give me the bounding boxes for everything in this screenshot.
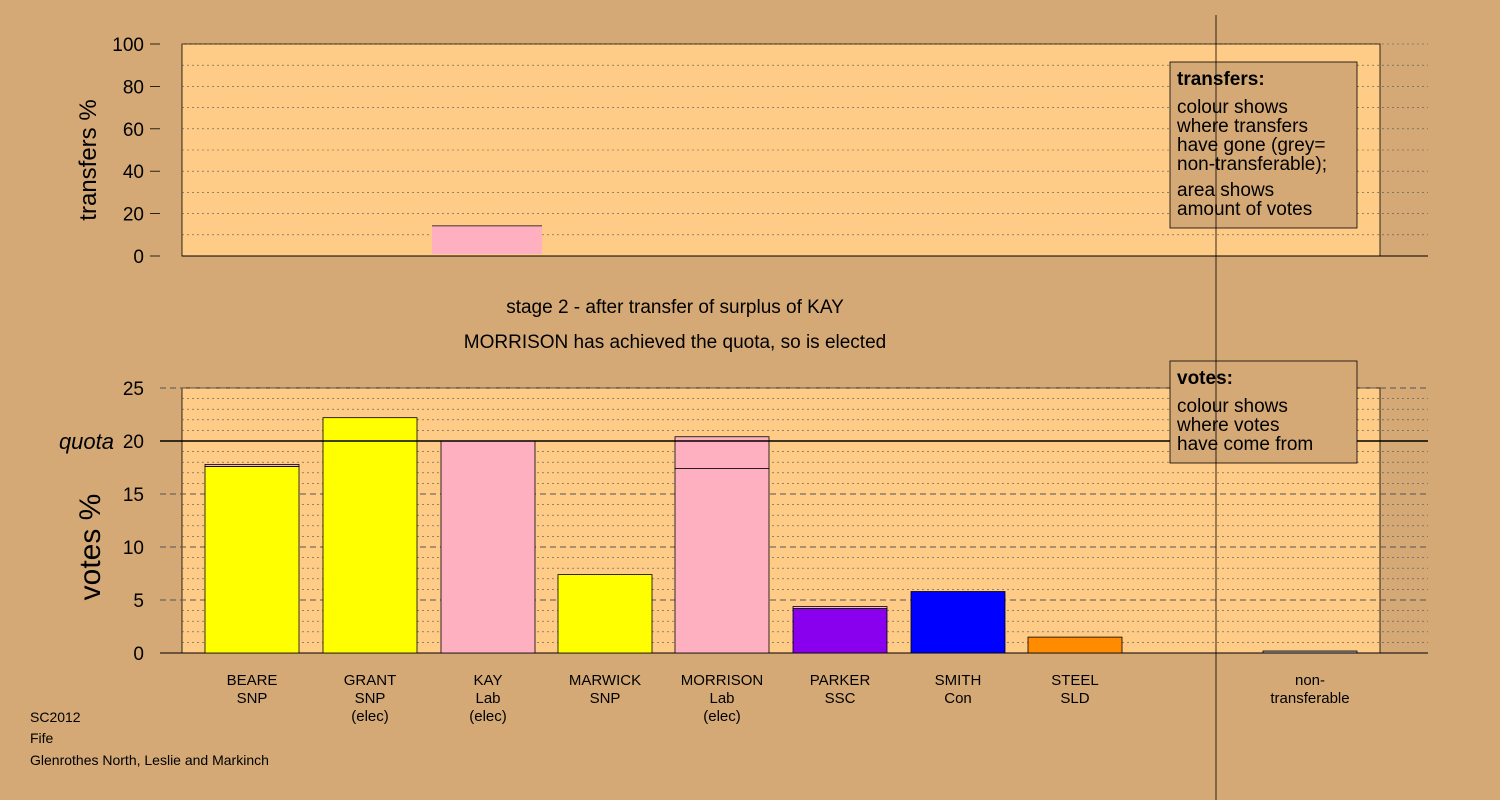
transfers-tick-label: 20 bbox=[123, 205, 144, 226]
transfers-legend-line: amount of votes bbox=[1177, 199, 1312, 220]
vote-bar bbox=[322, 417, 418, 654]
candidate-label: (elec) bbox=[351, 708, 389, 725]
candidate-label: Lab bbox=[709, 690, 734, 707]
votes-tick-label: 15 bbox=[123, 485, 144, 506]
transfers-panel: 0 20 40 60 80 100 transfers % transfers: colo… bbox=[75, 35, 1428, 268]
votes-tick-label: 20 bbox=[123, 432, 144, 453]
footer-council: Fife bbox=[30, 730, 54, 746]
transfers-y-ticks: 0 20 40 60 80 100 bbox=[112, 35, 160, 268]
candidate-label: GRANT bbox=[344, 672, 397, 689]
candidate-label: PARKER bbox=[810, 672, 871, 689]
candidate-label: MORRISON bbox=[681, 672, 764, 689]
candidate-label: MARWICK bbox=[569, 672, 641, 689]
vote-bar-transfer bbox=[204, 464, 300, 467]
votes-legend: votes: colour shows where votes have com… bbox=[1169, 360, 1358, 464]
transfers-bars bbox=[432, 225, 542, 254]
votes-bars bbox=[204, 417, 1358, 654]
vote-bar bbox=[910, 591, 1006, 654]
transfers-tick-label: 80 bbox=[123, 77, 144, 98]
footer-ward: Glenrothes North, Leslie and Markinch bbox=[30, 752, 269, 768]
candidate-label: SNP bbox=[355, 690, 386, 707]
transfers-tick-label: 100 bbox=[112, 35, 144, 56]
votes-legend-line: have come from bbox=[1177, 434, 1313, 455]
candidate-label: SNP bbox=[237, 690, 268, 707]
votes-tick-label: 5 bbox=[133, 591, 144, 612]
votes-tick-label: 0 bbox=[133, 644, 144, 665]
vote-bar bbox=[1027, 636, 1123, 654]
candidate-label: Lab bbox=[475, 690, 500, 707]
transfers-legend: transfers: colour shows where transfers … bbox=[1169, 61, 1358, 229]
votes-y-axis-label: votes % bbox=[74, 494, 107, 601]
transfers-legend-line: have gone (grey= bbox=[1177, 135, 1325, 156]
votes-tick-label: 10 bbox=[123, 538, 144, 559]
transfers-tick-label: 40 bbox=[123, 162, 144, 183]
candidate-label: SSC bbox=[825, 690, 856, 707]
transfers-tick-label: 60 bbox=[123, 120, 144, 141]
votes-tick-label: 25 bbox=[123, 379, 144, 400]
candidate-label: SLD bbox=[1060, 690, 1089, 707]
transfers-legend-line: non-transferable); bbox=[1177, 154, 1327, 175]
votes-legend-box bbox=[1169, 360, 1358, 464]
candidate-label: (elec) bbox=[703, 708, 741, 725]
nontransferable-label: transferable bbox=[1270, 690, 1349, 707]
transfers-legend-box bbox=[1169, 61, 1358, 229]
vote-bar-transfer bbox=[792, 606, 888, 609]
votes-legend-title: votes: bbox=[1177, 368, 1233, 389]
stage-title: stage 2 - after transfer of surplus of K… bbox=[506, 297, 844, 318]
transfers-y-axis-label: transfers % bbox=[75, 99, 102, 220]
status-text: MORRISON has achieved the quota, so is e… bbox=[464, 332, 886, 353]
transfers-legend-line: where transfers bbox=[1176, 116, 1308, 137]
candidate-labels: BEARESNPGRANTSNP(elec)KAYLab(elec)MARWIC… bbox=[227, 672, 1099, 725]
candidate-label: BEARE bbox=[227, 672, 278, 689]
votes-legend-line: colour shows bbox=[1177, 396, 1288, 417]
transfers-gridlines bbox=[182, 43, 1428, 257]
vote-bar bbox=[674, 468, 770, 654]
vote-bar bbox=[204, 466, 300, 654]
quota-label: quota bbox=[59, 429, 114, 454]
vote-bar bbox=[440, 440, 536, 654]
vote-bar-transfer bbox=[674, 436, 770, 469]
vote-bar bbox=[792, 608, 888, 654]
transfers-legend-line: area shows bbox=[1177, 180, 1274, 201]
candidate-label: SMITH bbox=[935, 672, 982, 689]
transfer-bar bbox=[432, 225, 542, 254]
candidate-label: Con bbox=[944, 690, 972, 707]
votes-panel: 0 5 10 15 20 25 quota votes % votes: colour s… bbox=[59, 360, 1428, 665]
vote-bar-transfer bbox=[1262, 650, 1358, 654]
candidate-label: (elec) bbox=[469, 708, 507, 725]
candidate-label: KAY bbox=[474, 672, 503, 689]
votes-y-ticks: 0 5 10 15 20 25 bbox=[123, 379, 144, 665]
vote-bar bbox=[557, 574, 653, 654]
votes-legend-line: where votes bbox=[1176, 415, 1279, 436]
candidate-label: STEEL bbox=[1051, 672, 1099, 689]
transfers-legend-title: transfers: bbox=[1177, 69, 1265, 90]
candidate-label: SNP bbox=[590, 690, 621, 707]
transfers-tick-label: 0 bbox=[133, 247, 144, 268]
transfers-legend-line: colour shows bbox=[1177, 97, 1288, 118]
nontransferable-label: non- bbox=[1295, 672, 1325, 689]
footer-election: SC2012 bbox=[30, 709, 81, 725]
